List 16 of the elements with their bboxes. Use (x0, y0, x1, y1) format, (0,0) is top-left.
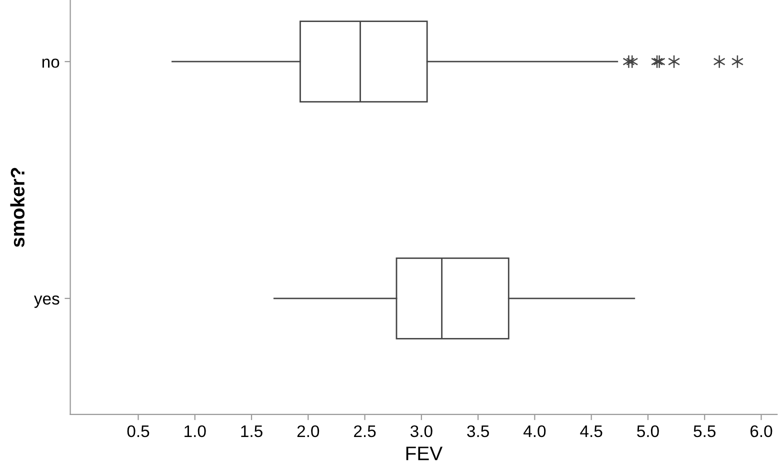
x-tick-label: 3.5 (467, 425, 489, 438)
x-tick-label: 1.5 (241, 426, 262, 438)
x-tick-label: 6.0 (750, 425, 772, 438)
x-tick-label: 5.0 (637, 425, 659, 438)
x-tick-label: 2.0 (297, 425, 320, 438)
x-tick-label: 1.0 (184, 425, 206, 438)
x-tick-label: 4.0 (523, 425, 546, 438)
y-axis-title: smoker? (10, 168, 25, 248)
y-tick-label: no (42, 58, 60, 68)
x-axis-title: FEV (406, 446, 443, 460)
x-tick-label: 2.5 (354, 425, 376, 438)
x-tick-label: 0.5 (127, 425, 150, 438)
x-tick-label: 5.5 (694, 426, 716, 438)
y-tick-label: yes (34, 295, 60, 308)
x-tick-label: 3.0 (410, 425, 432, 438)
x-tick-label: 4.5 (580, 426, 602, 438)
